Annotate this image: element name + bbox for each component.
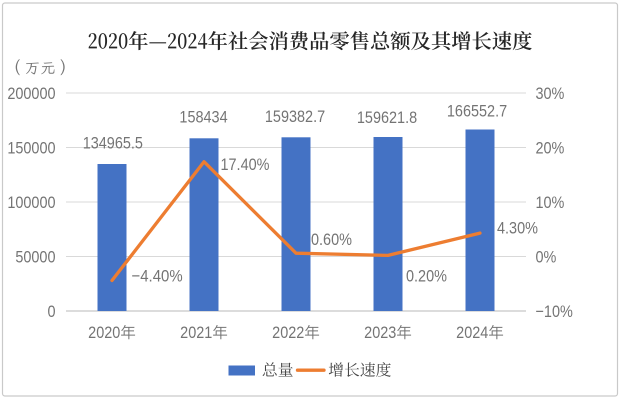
svg-text:159621.8: 159621.8 xyxy=(357,109,417,127)
svg-text:0: 0 xyxy=(47,303,55,321)
svg-text:150000: 150000 xyxy=(7,139,55,157)
svg-text:100000: 100000 xyxy=(7,194,55,212)
svg-text:0%: 0% xyxy=(536,248,557,266)
svg-text:17.40%: 17.40% xyxy=(221,156,270,174)
svg-text:200000: 200000 xyxy=(7,85,55,103)
svg-text:2024: 2024 xyxy=(456,324,488,342)
svg-text:166552.7: 166552.7 xyxy=(447,103,507,121)
svg-text:4.30%: 4.30% xyxy=(497,219,538,237)
svg-text:2021: 2021 xyxy=(180,324,212,342)
svg-text:50000: 50000 xyxy=(15,248,55,266)
svg-text:134965.5: 134965.5 xyxy=(83,134,143,152)
svg-text:−10%: −10% xyxy=(536,303,573,321)
svg-text:2023: 2023 xyxy=(364,324,396,342)
svg-text:10%: 10% xyxy=(536,194,565,212)
svg-text:20%: 20% xyxy=(536,139,565,157)
svg-text:158434: 158434 xyxy=(179,109,227,127)
svg-text:2022: 2022 xyxy=(272,324,304,342)
svg-text:30%: 30% xyxy=(536,85,565,103)
svg-text:0.60%: 0.60% xyxy=(311,231,352,249)
svg-text:159382.7: 159382.7 xyxy=(265,108,325,126)
svg-text:0.20%: 0.20% xyxy=(406,267,447,285)
svg-text:2020: 2020 xyxy=(88,324,120,342)
svg-text:−4.40%: −4.40% xyxy=(132,268,183,286)
